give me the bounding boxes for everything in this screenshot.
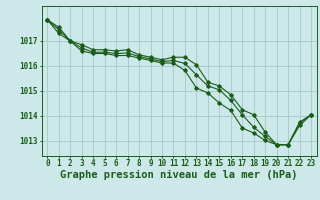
X-axis label: Graphe pression niveau de la mer (hPa): Graphe pression niveau de la mer (hPa) xyxy=(60,170,298,180)
